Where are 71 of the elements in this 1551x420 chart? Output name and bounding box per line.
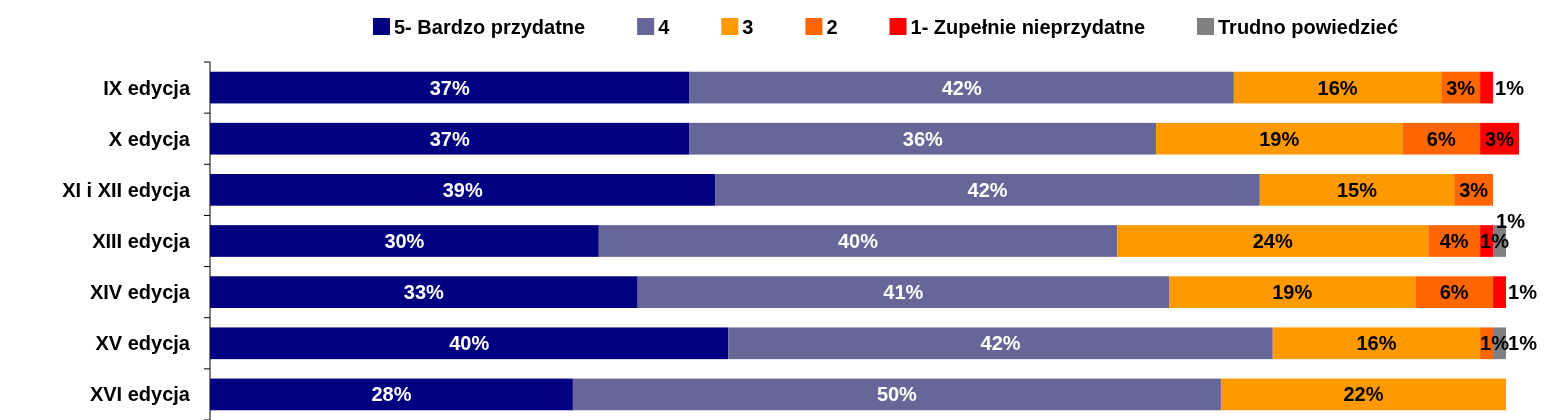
data-label: 37%: [429, 76, 470, 99]
legend-label: 1- Zupełnie nieprzydatne: [910, 16, 1145, 38]
y-tick-label: IX edycja: [103, 76, 191, 99]
data-label: 22%: [1343, 383, 1384, 406]
data-label: 4%: [1439, 230, 1469, 252]
y-tick-label: XIV edycja: [89, 281, 191, 304]
bar: [1272, 327, 1481, 360]
bar: [598, 225, 1118, 257]
data-label: 28%: [371, 383, 412, 406]
bar: [210, 378, 573, 411]
bar: [715, 174, 1260, 206]
data-label: 37%: [429, 127, 470, 150]
data-label: 19%: [1259, 127, 1300, 150]
bar: [1169, 276, 1416, 308]
data-label: 42%: [980, 332, 1021, 355]
data-label: 42%: [941, 76, 982, 99]
bar: [210, 276, 638, 308]
data-label: 50%: [876, 383, 918, 406]
data-label: 40%: [838, 230, 879, 252]
legend-label: 2: [826, 16, 838, 38]
data-label: 1%: [1480, 230, 1510, 252]
legend-label: Trudno powiedzieć: [1218, 16, 1399, 38]
data-label: 15%: [1336, 178, 1378, 201]
data-label: 41%: [883, 281, 924, 304]
bar: [210, 71, 690, 104]
bar: [728, 327, 1273, 360]
y-tick-label: X edycja: [108, 127, 191, 150]
data-label: 42%: [967, 178, 1008, 201]
bar: [689, 122, 1157, 155]
data-label: 3%: [1459, 178, 1489, 201]
bar: [1402, 122, 1481, 155]
y-tick-label: XV edycja: [95, 332, 191, 355]
bar: [1415, 276, 1494, 308]
bar: [572, 378, 1221, 411]
data-label: 36%: [902, 127, 944, 150]
legend-label: 3: [742, 16, 754, 38]
bar: [210, 327, 729, 360]
bar: [210, 225, 599, 257]
data-label: 1%: [1496, 210, 1526, 232]
bar: [1233, 71, 1442, 104]
data-label: 3%: [1446, 76, 1476, 99]
data-label: 30%: [384, 230, 425, 252]
y-tick-label: XVI edycja: [89, 383, 191, 406]
data-label: 33%: [403, 281, 445, 304]
data-label: 1%: [1508, 332, 1538, 355]
legend-label: 4: [658, 16, 671, 38]
bar: [1480, 71, 1494, 104]
bar: [1220, 378, 1507, 411]
bar: [1117, 225, 1429, 257]
data-label: 24%: [1252, 230, 1293, 252]
data-label: 16%: [1356, 332, 1397, 355]
y-tick-label: XI i XII edycja: [62, 178, 191, 201]
data-label: 1%: [1508, 281, 1538, 304]
data-label: 19%: [1272, 281, 1313, 304]
bar: [689, 71, 1234, 104]
data-label: 1%: [1480, 332, 1510, 355]
bar: [1259, 174, 1455, 206]
bar: [637, 276, 1170, 308]
y-tick-label: XIII edycja: [92, 230, 191, 252]
data-label: 16%: [1317, 76, 1358, 99]
bar: [210, 174, 716, 206]
data-label: 40%: [449, 332, 490, 355]
bar: [1493, 276, 1507, 308]
data-label: 39%: [442, 178, 483, 201]
data-label: 1%: [1495, 76, 1525, 99]
bar: [1156, 122, 1403, 155]
data-label: 6%: [1439, 281, 1469, 304]
data-label: 6%: [1426, 127, 1456, 150]
legend-label: 5- Bardzo przydatne: [393, 16, 586, 38]
data-label: 3%: [1485, 127, 1515, 150]
bar: [210, 122, 690, 155]
